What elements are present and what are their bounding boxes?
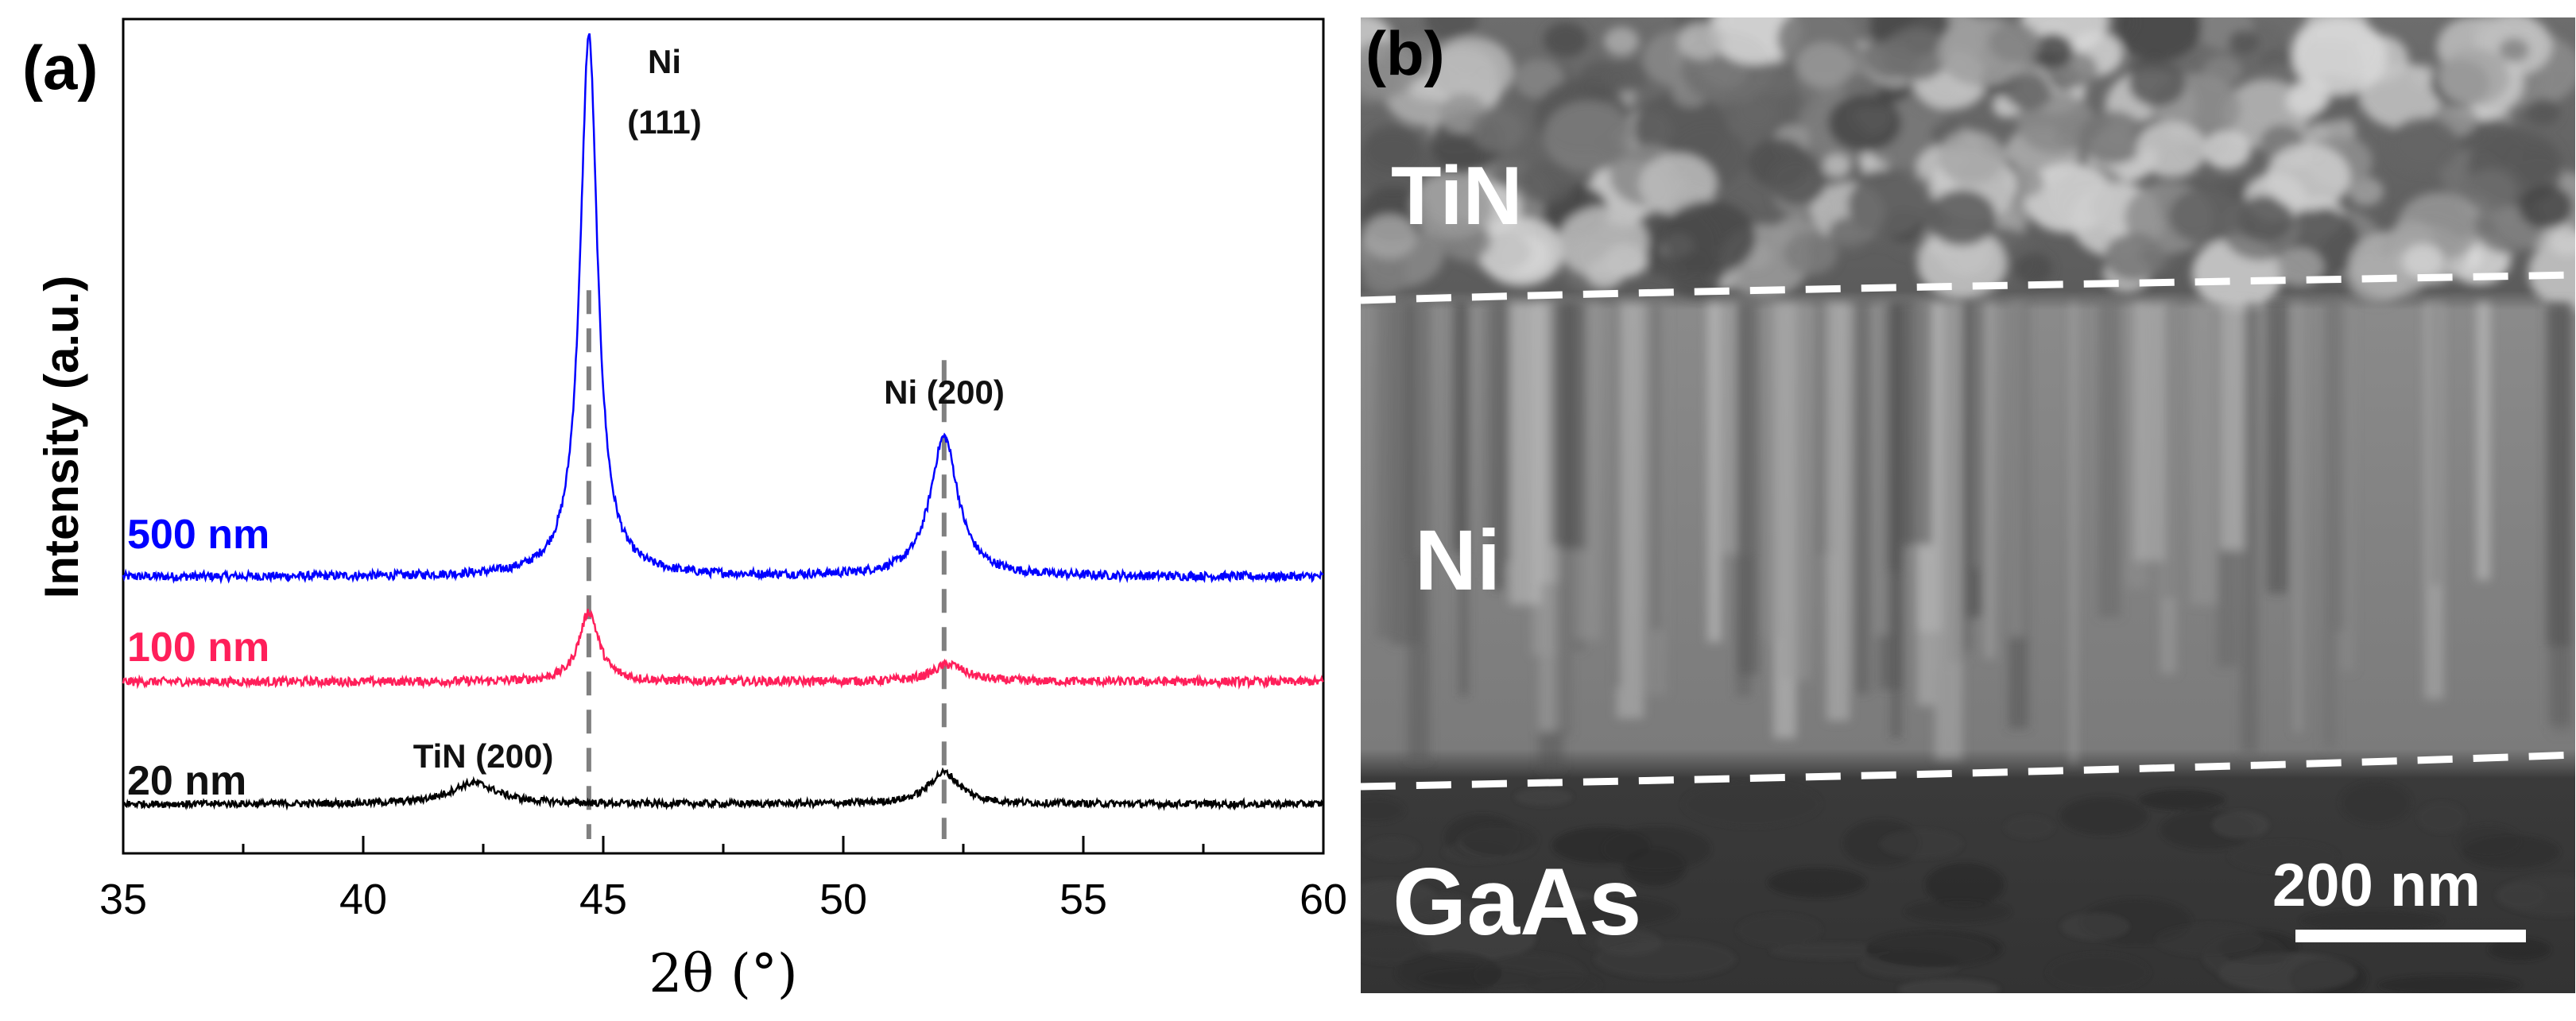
peak-annotation-ni111-line2: (111) (627, 103, 701, 141)
peak-annotations: Ni (111) Ni (200) TiN (200) (413, 43, 1005, 775)
x-tick-label: 60 (1300, 876, 1347, 923)
x-tick-label: 55 (1059, 876, 1107, 923)
y-axis-title: Intensity (a.u.) (35, 276, 88, 599)
plot-frame (122, 17, 1325, 855)
x-tick-label: 40 (339, 876, 387, 923)
ni-columnar-texture (1376, 302, 2572, 770)
x-axis-ticks (122, 836, 1325, 853)
layer-label-tin: TiN (1391, 150, 1523, 242)
sem-micrograph (1361, 17, 2575, 993)
series-labels: 500 nm 100 nm 20 nm (127, 512, 269, 804)
series-lines (122, 33, 1325, 811)
layer-label-ni: Ni (1415, 512, 1501, 608)
series-line-100nm (122, 609, 1324, 690)
series-label-100nm: 100 nm (127, 625, 269, 671)
x-axis-title: 2θ (°) (649, 943, 797, 1004)
layer-label-gaas: GaAs (1393, 849, 1641, 955)
xrd-chart-panel: (a) 35 40 45 50 55 60 2θ (°) Intensity (a.u.)… (22, 17, 1347, 1004)
peak-annotation-ni111-line1: Ni (648, 43, 681, 80)
interface-line-tin-ni (1360, 271, 2576, 304)
tin-grain-texture (1361, 17, 2575, 310)
panel-b-label: (b) (1365, 18, 1445, 88)
panel-a-label: (a) (22, 33, 98, 102)
sem-image-panel: (b) TiN Ni GaAs 200 nm (1360, 17, 2576, 993)
peak-annotation-ni200: Ni (200) (884, 373, 1005, 411)
gaas-texture (1361, 781, 2575, 993)
x-tick-label: 35 (99, 876, 147, 923)
series-line-500nm (122, 33, 1323, 585)
scale-bar (2295, 930, 2526, 942)
x-axis-tick-labels: 35 40 45 50 55 60 (99, 876, 1347, 923)
x-tick-label: 50 (819, 876, 867, 923)
series-label-20nm: 20 nm (127, 758, 246, 804)
x-tick-label: 45 (579, 876, 627, 923)
series-line-20nm (122, 767, 1325, 811)
peak-annotation-tin200: TiN (200) (413, 737, 554, 775)
reference-lines (586, 290, 947, 839)
interface-line-ni-gaas (1360, 751, 2576, 791)
scale-bar-label: 200 nm (2272, 852, 2481, 919)
series-label-500nm: 500 nm (127, 512, 269, 558)
